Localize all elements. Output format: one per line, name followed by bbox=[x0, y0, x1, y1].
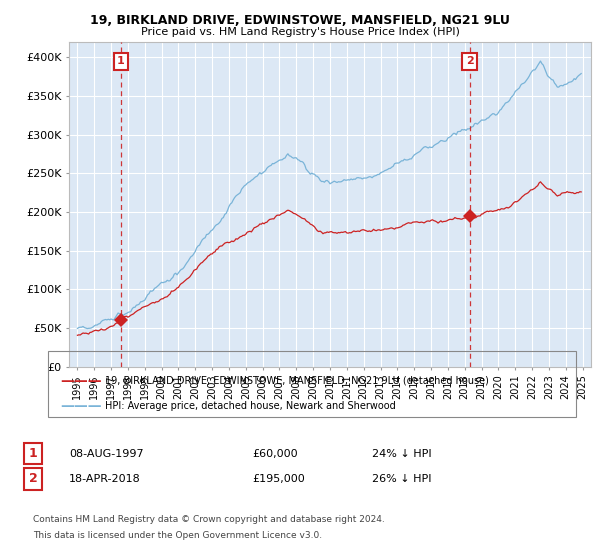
Text: 24% ↓ HPI: 24% ↓ HPI bbox=[372, 449, 431, 459]
Text: 19, BIRKLAND DRIVE, EDWINSTOWE, MANSFIELD, NG21 9LU: 19, BIRKLAND DRIVE, EDWINSTOWE, MANSFIEL… bbox=[90, 14, 510, 27]
Text: 2: 2 bbox=[29, 472, 37, 486]
Text: 08-AUG-1997: 08-AUG-1997 bbox=[69, 449, 143, 459]
Text: 1: 1 bbox=[117, 57, 125, 66]
Text: 18-APR-2018: 18-APR-2018 bbox=[69, 474, 141, 484]
Text: Contains HM Land Registry data © Crown copyright and database right 2024.: Contains HM Land Registry data © Crown c… bbox=[33, 515, 385, 524]
Text: HPI: Average price, detached house, Newark and Sherwood: HPI: Average price, detached house, Newa… bbox=[105, 401, 396, 411]
Text: 19, BIRKLAND DRIVE, EDWINSTOWE, MANSFIELD, NG21 9LU (detached house): 19, BIRKLAND DRIVE, EDWINSTOWE, MANSFIEL… bbox=[105, 376, 489, 386]
Text: ———: ——— bbox=[60, 399, 101, 413]
Text: 2: 2 bbox=[466, 57, 473, 66]
Text: Price paid vs. HM Land Registry's House Price Index (HPI): Price paid vs. HM Land Registry's House … bbox=[140, 27, 460, 37]
Text: 1: 1 bbox=[29, 447, 37, 460]
Text: £60,000: £60,000 bbox=[252, 449, 298, 459]
Text: This data is licensed under the Open Government Licence v3.0.: This data is licensed under the Open Gov… bbox=[33, 531, 322, 540]
Text: £195,000: £195,000 bbox=[252, 474, 305, 484]
Text: ———: ——— bbox=[60, 374, 101, 388]
Text: 26% ↓ HPI: 26% ↓ HPI bbox=[372, 474, 431, 484]
